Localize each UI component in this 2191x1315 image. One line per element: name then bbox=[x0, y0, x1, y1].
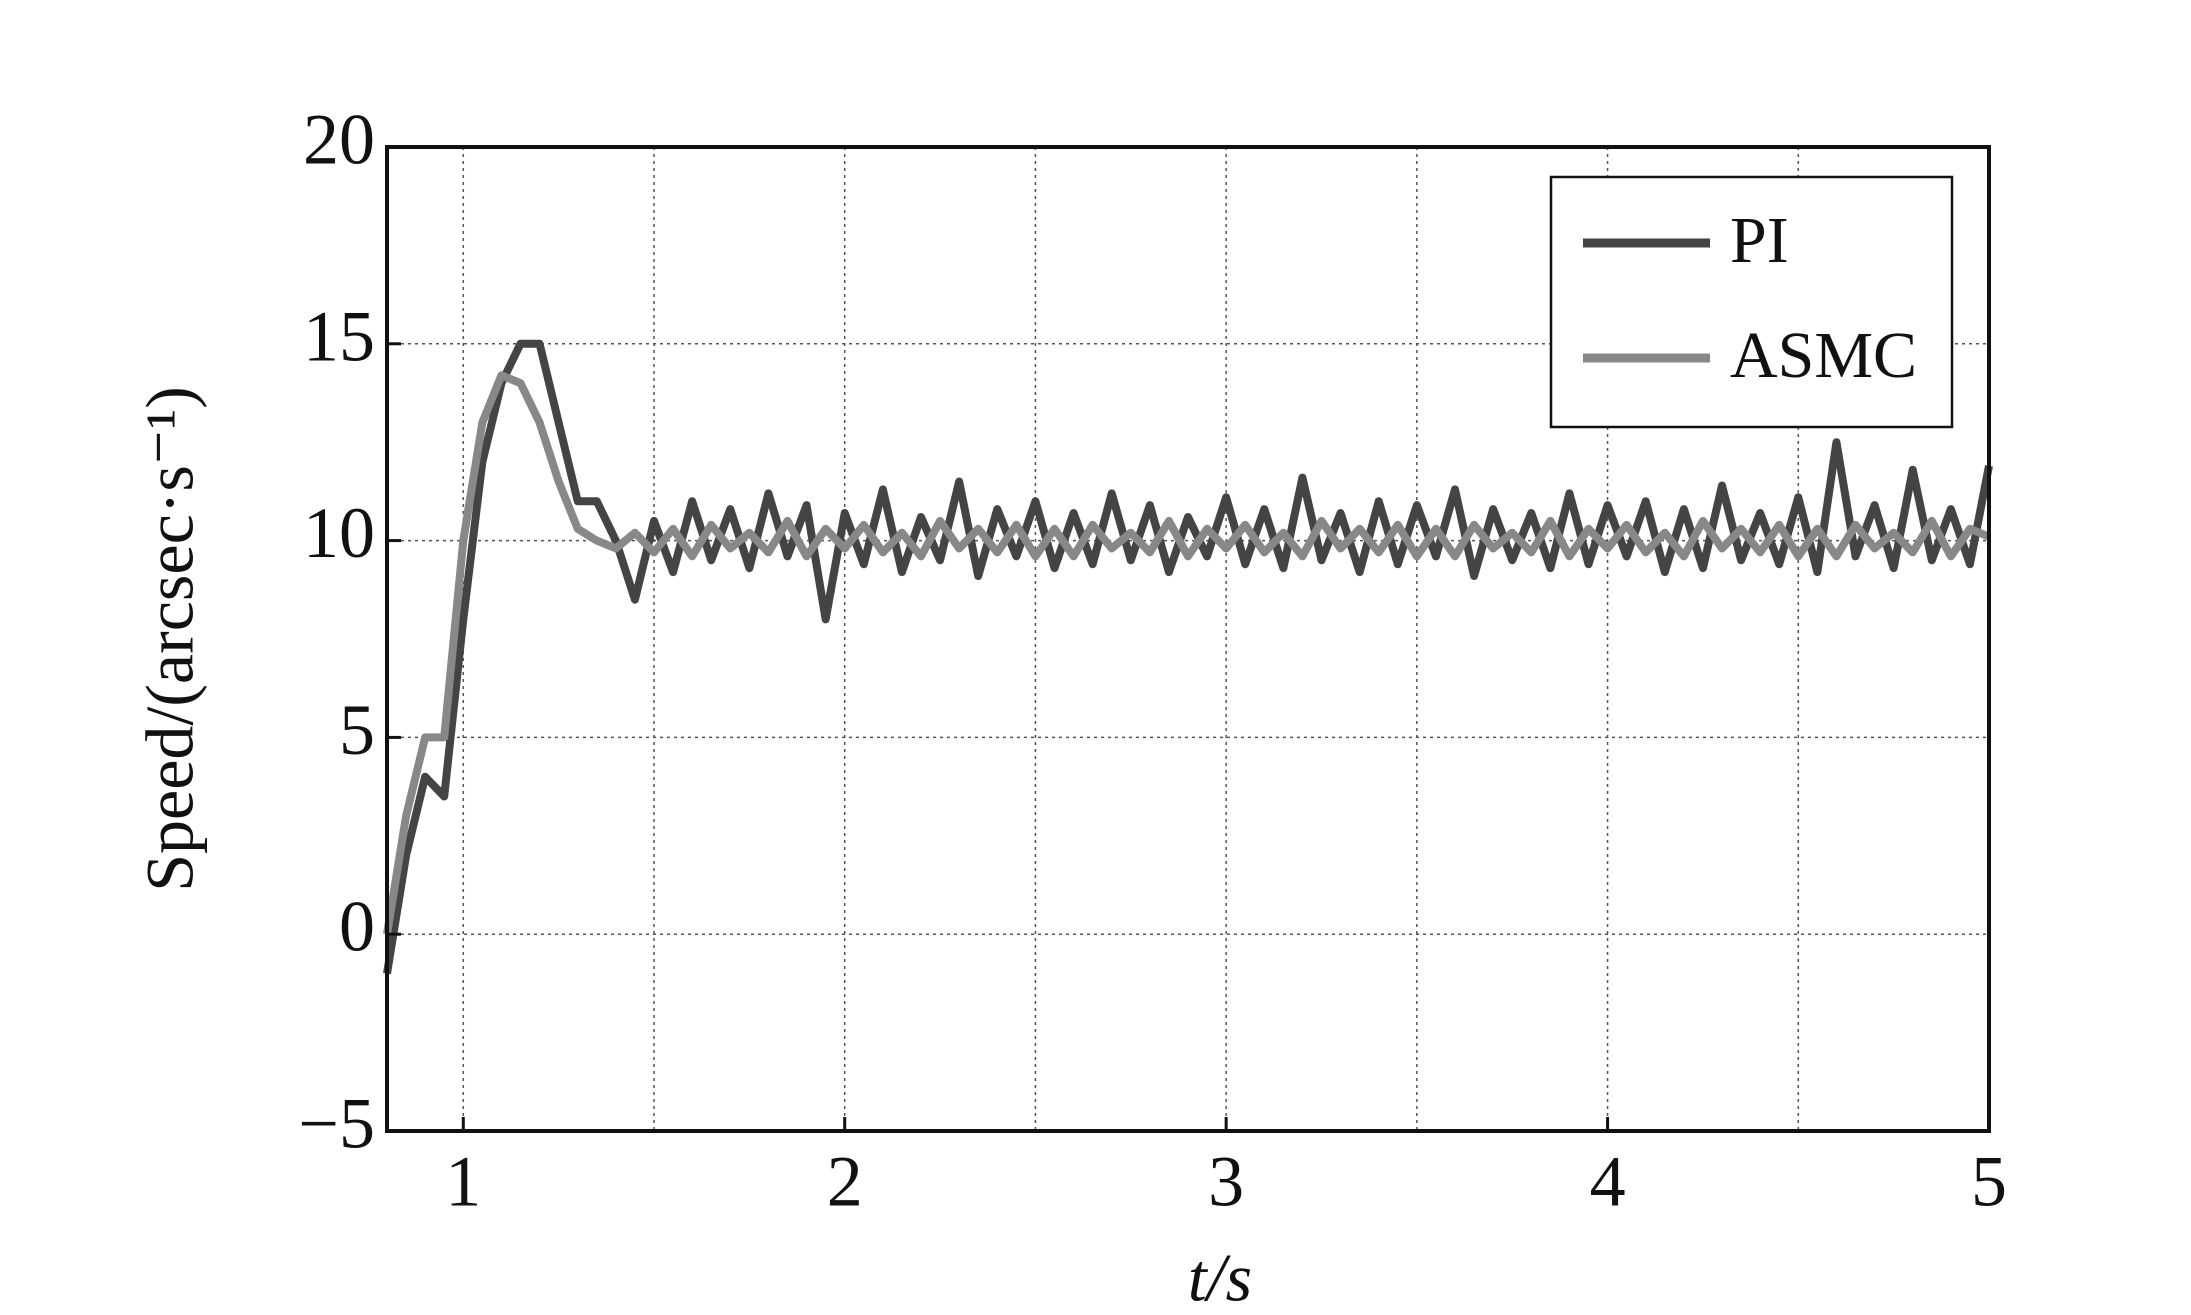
y-tick-label: 5 bbox=[339, 690, 375, 770]
legend-box bbox=[1549, 175, 1954, 429]
x-tick-label: 1 bbox=[445, 1142, 481, 1222]
ticks: −5 0 5 10 15 20 1 2 3 4 5 bbox=[298, 100, 2007, 1222]
y-tick-label: 15 bbox=[303, 296, 375, 376]
y-tick-label: 10 bbox=[303, 493, 375, 573]
plot-frame bbox=[385, 145, 1991, 1133]
legend-label: ASMC bbox=[1730, 319, 1917, 392]
x-axis-label: t/s bbox=[1188, 1240, 1252, 1315]
y-tick-label: 0 bbox=[339, 887, 375, 967]
x-tick-label: 3 bbox=[1208, 1142, 1244, 1222]
lines bbox=[383, 339, 1993, 975]
x-tick-label: 5 bbox=[1971, 1142, 2007, 1222]
y-tick-label: −5 bbox=[298, 1084, 375, 1164]
legend: PI ASMC bbox=[1549, 175, 1954, 429]
legend-label: PI bbox=[1730, 204, 1789, 277]
series-line bbox=[383, 339, 1993, 975]
x-tick-label: 4 bbox=[1590, 1142, 1626, 1222]
x-tick-label: 2 bbox=[827, 1142, 863, 1222]
series-line bbox=[383, 371, 1991, 935]
y-tick-label: 20 bbox=[303, 100, 375, 180]
y-axis-label: Speed/(arcsec·s⁻¹) bbox=[132, 386, 208, 892]
